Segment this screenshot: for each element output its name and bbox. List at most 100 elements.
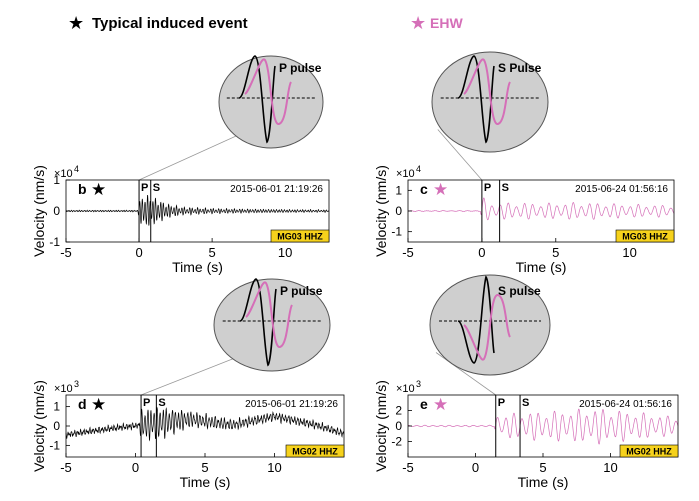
timestamp: 2015-06-24 01:56:16 (575, 184, 668, 195)
inset-label: S pulse (498, 284, 541, 298)
x-tick-label: 5 (539, 460, 546, 475)
y-tick-label: 1 (53, 173, 60, 187)
y-tick-label: -1 (49, 438, 60, 452)
x-tick-label: 10 (622, 245, 636, 260)
station-badge (615, 229, 675, 243)
connector-line (437, 129, 483, 181)
y-axis-label: Velocity (nm/s) (31, 165, 47, 257)
waveform-d (65, 406, 345, 442)
timestamp: 2015-06-24 01:56:16 (579, 399, 672, 410)
legend-ehw-label: EHW (430, 15, 463, 31)
exponent-value: 3 (74, 379, 79, 389)
pick-label-p: P (484, 182, 491, 194)
inset-label: P pulse (279, 61, 322, 75)
y-axis-label: Velocity (nm/s) (373, 165, 389, 257)
pick-label-s: S (158, 397, 165, 409)
x-axis-label: Time (s) (172, 259, 223, 275)
inset-c: S Pulse (431, 51, 549, 153)
exponent-value: 3 (416, 379, 421, 389)
y-tick-label: 2 (395, 404, 402, 418)
ehw-pulse-trace (463, 293, 511, 361)
panel-letter: d (78, 396, 87, 412)
x-tick-label: 0 (135, 245, 142, 260)
y-tick-label: 0 (395, 204, 402, 218)
legend-typical-label: Typical induced event (92, 15, 248, 32)
y-tick-label: 0 (53, 204, 60, 218)
station-label: MG02 HHZ (292, 447, 338, 457)
waveform-b (65, 194, 330, 226)
pick-label-s: S (502, 182, 509, 194)
exponent-value: 4 (416, 164, 421, 174)
panel-marker: ★ (433, 395, 448, 414)
x-tick-label: 10 (603, 460, 617, 475)
x-axis-label: Time (s) (518, 474, 569, 490)
x-tick-label: 5 (201, 460, 208, 475)
station-label: MG02 HHZ (626, 447, 672, 457)
inset-label: P pulse (280, 284, 323, 298)
panel-letter: c (420, 181, 428, 197)
x-tick-label: -5 (60, 245, 72, 260)
pick-label-p: P (141, 182, 148, 194)
y-tick-label: 1 (395, 183, 402, 197)
ehw-pulse-trace (463, 58, 511, 126)
x-tick-label: -5 (60, 460, 72, 475)
waveform-c (407, 197, 675, 221)
y-tick-label: 1 (53, 400, 60, 414)
inset-b: P pulse (218, 55, 324, 149)
timestamp: 2015-06-01 21:19:26 (245, 399, 338, 410)
y-tick-label: 0 (395, 419, 402, 433)
x-tick-label: 0 (478, 245, 485, 260)
exponent-label: ×10 (396, 168, 415, 180)
x-axis-label: Time (s) (516, 259, 567, 275)
panel-marker: ★ (91, 180, 106, 199)
inset-e: S pulse (429, 274, 551, 376)
x-tick-label: 0 (132, 460, 139, 475)
panel-letter: b (78, 181, 87, 197)
panel-marker: ★ (433, 180, 448, 199)
legend-ehw-marker: ★ (410, 13, 426, 33)
station-label: MG03 HHZ (277, 232, 323, 242)
x-axis-label: Time (s) (180, 474, 231, 490)
x-tick-label: 0 (472, 460, 479, 475)
x-tick-label: -5 (402, 245, 414, 260)
y-axis-label: Velocity (nm/s) (31, 380, 47, 472)
y-tick-label: -2 (391, 435, 402, 449)
y-axis-label: Velocity (nm/s) (373, 380, 389, 472)
legend-typical-marker: ★ (68, 13, 84, 33)
timestamp: 2015-06-01 21:19:26 (230, 184, 323, 195)
ehw-pulse-trace (245, 281, 293, 349)
station-badge (619, 444, 679, 458)
x-tick-label: 5 (208, 245, 215, 260)
inset-d: P pulse (213, 278, 331, 372)
legend: ★ Typical induced event ★ EHW (68, 13, 463, 33)
pick-label-s: S (153, 182, 160, 194)
x-tick-label: 10 (278, 245, 292, 260)
station-badge (270, 229, 330, 243)
panel-letter: e (420, 396, 428, 412)
exponent-label: ×10 (54, 383, 73, 395)
inset-label: S Pulse (498, 61, 542, 75)
station-badge (285, 444, 345, 458)
exponent-value: 4 (74, 164, 79, 174)
exponent-label: ×10 (396, 383, 415, 395)
x-tick-label: 5 (552, 245, 559, 260)
pulse-insets: P pulse S Pulse P pulse S pulse (213, 51, 551, 376)
pick-label-p: P (498, 397, 505, 409)
x-tick-label: -5 (402, 460, 414, 475)
pick-label-p: P (143, 397, 150, 409)
panel-marker: ★ (91, 395, 106, 414)
y-tick-label: -1 (391, 225, 402, 239)
y-tick-label: 0 (53, 419, 60, 433)
ehw-pulse-trace (244, 58, 292, 126)
station-label: MG03 HHZ (622, 232, 668, 242)
x-tick-label: 10 (267, 460, 281, 475)
exponent-label: ×10 (54, 168, 73, 180)
y-tick-label: -1 (49, 235, 60, 249)
waveform-e (407, 408, 679, 445)
